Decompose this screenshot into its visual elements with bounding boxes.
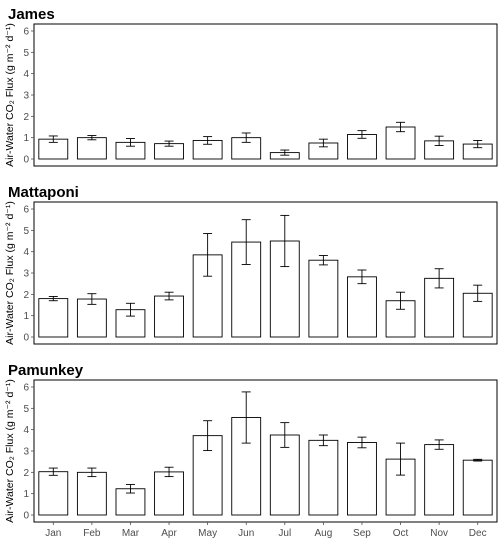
panel-title: James (8, 6, 55, 23)
error-bar (473, 458, 483, 462)
x-tick-label-aug: Aug (314, 528, 332, 539)
bar-jan (38, 298, 69, 338)
y-tick-label: 5 (23, 404, 29, 415)
error-bar (357, 130, 367, 139)
bar-apr (154, 295, 184, 338)
panel-mattaponi: Mattaponi 0 1 2 3 4 5 6 Air-Water CO₂ Flux (g m⁻… (4, 184, 498, 345)
x-tick-label-jun: Jun (238, 528, 254, 539)
error-bar (318, 434, 328, 447)
y-axis-label: Air-Water CO₂ Flux (g m⁻² d⁻¹) (4, 201, 16, 345)
panel-james: James 0 1 2 3 4 5 6 Air-Water CO₂ Flux (g m⁻² d⁻… (4, 6, 498, 167)
x-tick-label-dec: Dec (469, 528, 487, 539)
error-bar (164, 466, 174, 478)
y-axis-label: Air-Water CO₂ Flux (g m⁻² d⁻¹) (4, 23, 16, 167)
y-tick-label: 3 (23, 447, 29, 458)
x-tick-label-apr: Apr (161, 528, 177, 539)
error-bar (164, 291, 174, 301)
bar-jan (38, 471, 69, 516)
panel-pamunkey: Pamunkey 0 1 2 3 4 5 6 Air-Water CO₂ Flux (g m⁻²… (4, 362, 498, 523)
y-tick-label: 0 (23, 511, 29, 522)
bar-apr (154, 471, 184, 516)
bar-jul (269, 434, 300, 516)
y-tick-label: 1 (23, 133, 29, 144)
error-bar (241, 219, 251, 265)
bar-sep (347, 442, 377, 516)
bar-sep (347, 134, 377, 160)
bar-feb (76, 471, 107, 516)
error-bar (87, 467, 97, 478)
error-bar (280, 149, 290, 156)
y-tick-label: 1 (23, 489, 29, 500)
error-bar (87, 293, 97, 305)
error-bar (241, 391, 251, 444)
x-tick-label-feb: Feb (83, 528, 101, 539)
error-bar (357, 436, 367, 449)
y-tick-label: 0 (23, 155, 29, 166)
y-tick-label: 4 (23, 69, 29, 80)
y-tick-label: 2 (23, 290, 29, 301)
error-bar (318, 138, 328, 148)
error-bar (280, 214, 290, 268)
error-bar (48, 135, 58, 143)
error-bar (434, 135, 444, 147)
error-bar (203, 233, 213, 277)
error-bar (125, 302, 135, 317)
error-bar (203, 136, 213, 145)
bar-sep (347, 276, 377, 338)
y-tick-label: 6 (23, 27, 29, 38)
x-tick-label-mar: Mar (122, 528, 140, 539)
x-tick-label-jan: Jan (45, 528, 61, 539)
error-bar (318, 255, 328, 266)
error-bar (241, 132, 251, 143)
x-tick-label-jul: Jul (278, 528, 291, 539)
error-bar (164, 140, 174, 147)
error-bar (125, 484, 135, 494)
x-tick-label-nov: Nov (430, 528, 448, 539)
panel-title: Mattaponi (8, 184, 79, 201)
x-axis: Jan Feb Mar Apr May Jun Jul Aug Sep Oct Nov Dec (45, 522, 487, 539)
y-tick-label: 6 (23, 383, 29, 394)
y-tick-label: 5 (23, 48, 29, 59)
error-bar (434, 268, 444, 289)
error-bar (280, 422, 290, 448)
error-bar (87, 135, 97, 141)
y-tick-label: 4 (23, 425, 29, 436)
y-tick-label: 3 (23, 91, 29, 102)
error-bar (396, 442, 406, 476)
bar-feb (76, 137, 107, 160)
x-tick-label-oct: Oct (393, 528, 409, 539)
x-tick-label-sep: Sep (353, 528, 371, 539)
bar-nov (424, 444, 455, 516)
bar-aug (308, 259, 339, 338)
error-bar (396, 291, 406, 310)
error-bar (48, 467, 58, 476)
error-bar (203, 420, 213, 452)
bar-dec (462, 459, 493, 516)
bar-aug (308, 439, 339, 516)
panel-title: Pamunkey (8, 362, 84, 379)
chart-panels: James 0 1 2 3 4 5 6 Air-Water CO₂ Flux (g m⁻² d⁻… (4, 6, 498, 523)
y-tick-label: 3 (23, 269, 29, 280)
y-tick-label: 5 (23, 226, 29, 237)
error-bar (473, 284, 483, 302)
error-bar (357, 269, 367, 285)
bar-feb (76, 298, 107, 338)
error-bar (396, 121, 406, 133)
error-bar (48, 296, 58, 302)
y-tick-label: 0 (23, 333, 29, 344)
y-tick-label: 2 (23, 112, 29, 123)
y-tick-label: 2 (23, 468, 29, 479)
error-bar (473, 139, 483, 149)
error-bar (125, 138, 135, 147)
x-tick-label-may: May (198, 528, 217, 539)
y-tick-label: 1 (23, 311, 29, 322)
y-tick-label: 6 (23, 205, 29, 216)
y-axis-label: Air-Water CO₂ Flux (g m⁻² d⁻¹) (4, 379, 16, 523)
y-tick-label: 4 (23, 247, 29, 258)
error-bar (434, 439, 444, 450)
